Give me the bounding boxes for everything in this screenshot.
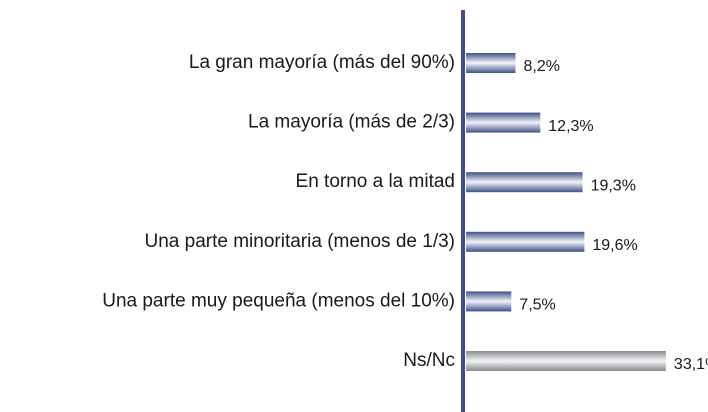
value-label: 19,3% xyxy=(591,177,636,194)
value-label: 8,2% xyxy=(524,58,560,75)
value-label: 7,5% xyxy=(519,297,555,314)
category-label: Ns/Nc xyxy=(403,350,455,371)
category-label: Una parte minoritaria (menos de 1/3) xyxy=(145,231,455,252)
category-label: La gran mayoría (más del 90%) xyxy=(189,52,455,73)
value-label: 12,3% xyxy=(548,118,593,135)
bar xyxy=(466,53,516,73)
category-label: La mayoría (más de 2/3) xyxy=(248,112,455,133)
value-label: 19,6% xyxy=(592,237,637,254)
bar xyxy=(466,351,666,371)
bar xyxy=(466,291,512,312)
category-label: Una parte muy pequeña (menos del 10%) xyxy=(102,290,455,311)
bar xyxy=(466,172,583,193)
value-label: 33,1% xyxy=(674,356,708,373)
bar xyxy=(466,231,585,252)
category-label: En torno a la mitad xyxy=(296,171,455,192)
bar xyxy=(466,112,541,133)
